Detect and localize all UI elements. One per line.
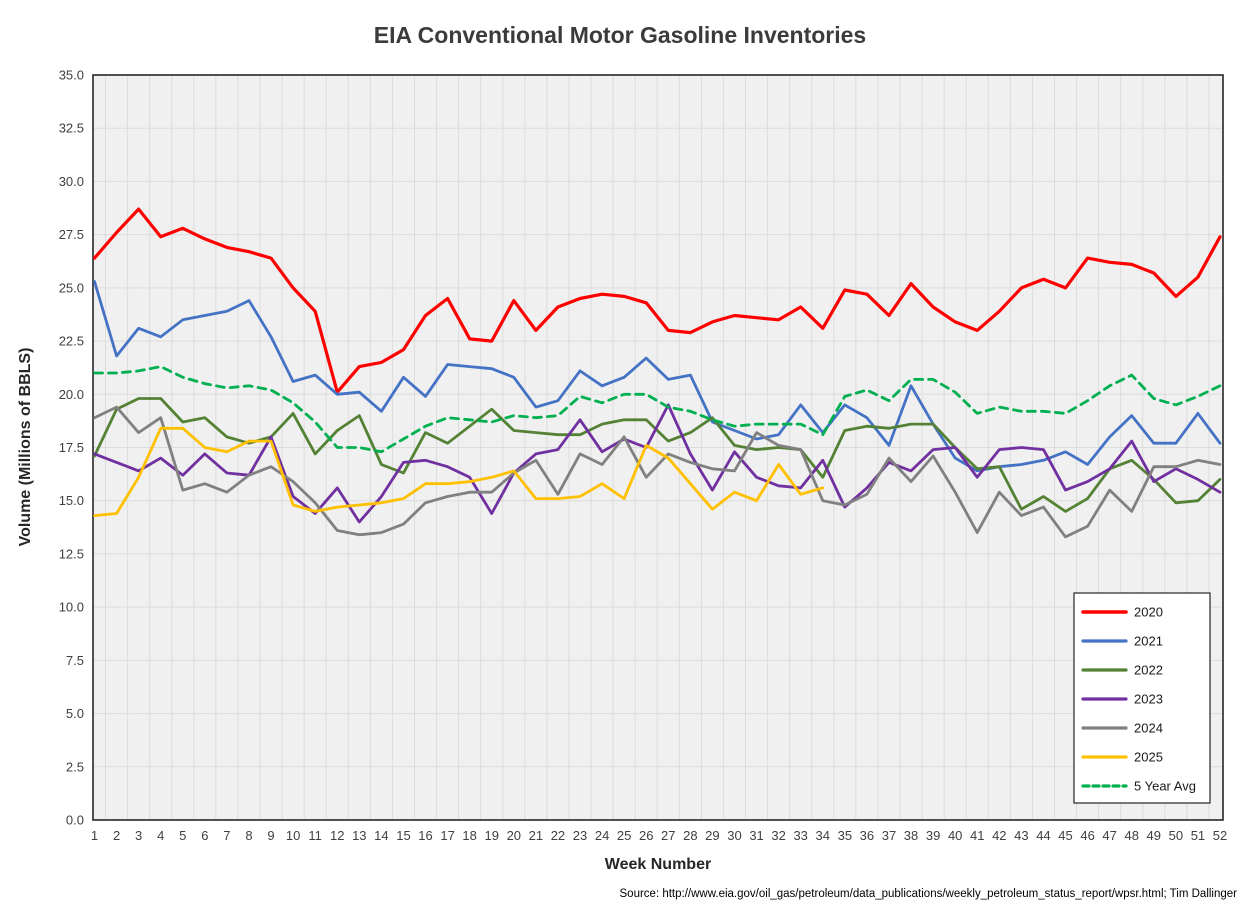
y-tick-label: 35.0: [59, 68, 84, 83]
x-tick-label: 27: [661, 828, 675, 843]
y-tick-label: 15.0: [59, 493, 84, 508]
x-tick-label: 50: [1169, 828, 1183, 843]
y-tick-label: 12.5: [59, 546, 84, 561]
x-tick-label: 40: [948, 828, 962, 843]
x-tick-label: 11: [308, 828, 322, 843]
x-tick-label: 26: [639, 828, 653, 843]
x-tick-label: 16: [418, 828, 432, 843]
x-tick-label: 8: [245, 828, 252, 843]
x-tick-label: 21: [529, 828, 543, 843]
chart-title: EIA Conventional Motor Gasoline Inventor…: [374, 22, 866, 48]
x-tick-label: 7: [223, 828, 230, 843]
plot-border: [92, 74, 1224, 821]
legend-label-2025: 2025: [1134, 750, 1163, 765]
y-tick-label: 17.5: [59, 440, 84, 455]
x-tick-label: 19: [485, 828, 499, 843]
legend-label-2020: 2020: [1134, 605, 1163, 620]
legend-label-2022: 2022: [1134, 663, 1163, 678]
x-tick-label: 24: [595, 828, 609, 843]
x-tick-label: 9: [267, 828, 274, 843]
x-tick-label: 2: [113, 828, 120, 843]
x-tick-label: 46: [1080, 828, 1094, 843]
x-tick-label: 31: [749, 828, 763, 843]
x-tick-label: 28: [683, 828, 697, 843]
x-tick-label: 51: [1191, 828, 1205, 843]
x-tick-label: 42: [992, 828, 1006, 843]
x-tick-label: 20: [507, 828, 521, 843]
legend-label-5-year-avg: 5 Year Avg: [1134, 779, 1196, 794]
x-tick-label: 1: [91, 828, 98, 843]
series-5-year-avg-line: [93, 365, 1222, 454]
x-tick-label: 33: [793, 828, 807, 843]
y-tick-label: 30.0: [59, 174, 84, 189]
y-tick-label: 20.0: [59, 387, 84, 402]
series-2023-line: [93, 403, 1222, 524]
x-tick-label: 39: [926, 828, 940, 843]
y-tick-label: 5.0: [66, 706, 84, 721]
x-tick-label: 44: [1036, 828, 1050, 843]
x-tick-label: 10: [286, 828, 300, 843]
x-tick-label: 34: [816, 828, 830, 843]
y-tick-label: 25.0: [59, 280, 84, 295]
y-tick-label: 22.5: [59, 334, 84, 349]
x-tick-label: 15: [396, 828, 410, 843]
x-tick-label: 32: [771, 828, 785, 843]
x-tick-label: 38: [904, 828, 918, 843]
x-tick-label: 43: [1014, 828, 1028, 843]
x-tick-label: 30: [727, 828, 741, 843]
series-2022-line: [93, 397, 1222, 513]
x-tick-label: 18: [462, 828, 476, 843]
x-tick-label: 22: [551, 828, 565, 843]
series-2020-line: [92, 207, 1222, 394]
x-tick-label: 17: [440, 828, 454, 843]
x-tick-label: 41: [970, 828, 984, 843]
source-note: Source: http://www.eia.gov/oil_gas/petro…: [620, 888, 1238, 900]
x-tick-label: 13: [352, 828, 366, 843]
x-tick-label: 37: [882, 828, 896, 843]
x-tick-label: 29: [705, 828, 719, 843]
x-tick-label: 25: [617, 828, 631, 843]
x-tick-label: 14: [374, 828, 388, 843]
x-tick-label: 4: [157, 828, 164, 843]
x-tick-label: 52: [1213, 828, 1227, 843]
y-tick-label: 0.0: [66, 813, 84, 828]
x-tick-label: 47: [1102, 828, 1116, 843]
x-tick-label: 36: [860, 828, 874, 843]
y-tick-label: 10.0: [59, 600, 84, 615]
y-tick-label: 2.5: [66, 759, 84, 774]
legend-label-2021: 2021: [1134, 634, 1163, 649]
x-tick-label: 12: [330, 828, 344, 843]
x-tick-label: 35: [838, 828, 852, 843]
y-tick-label: 27.5: [59, 227, 84, 242]
legend-label-2023: 2023: [1134, 692, 1163, 707]
x-tick-label: 23: [573, 828, 587, 843]
y-tick-label: 7.5: [66, 653, 84, 668]
x-tick-label: 3: [135, 828, 142, 843]
x-tick-label: 6: [201, 828, 208, 843]
series-2025-line: [93, 426, 825, 517]
x-tick-label: 45: [1058, 828, 1072, 843]
series-2021-line: [93, 280, 1222, 473]
x-tick-label: 49: [1147, 828, 1161, 843]
x-axis-title: Week Number: [605, 856, 711, 873]
y-tick-label: 32.5: [59, 121, 84, 136]
y-axis-title: Volume (Millions of BBLS): [17, 348, 34, 547]
x-tick-label: 5: [179, 828, 186, 843]
x-tick-label: 48: [1124, 828, 1138, 843]
legend-label-2024: 2024: [1134, 721, 1163, 736]
